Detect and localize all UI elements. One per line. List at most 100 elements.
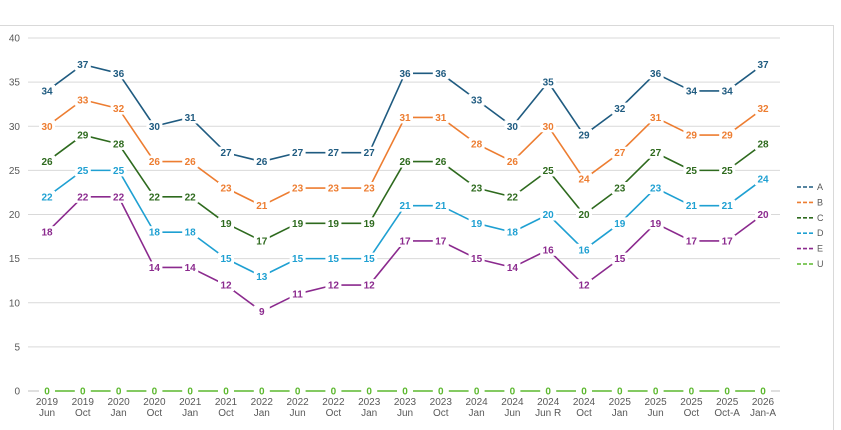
data-label-a: 37: [757, 60, 769, 71]
data-label-bg: [647, 111, 664, 124]
data-label-bg: [253, 270, 270, 283]
data-label-bg: [182, 190, 199, 203]
data-label-bg: [755, 58, 771, 71]
data-label-e: 12: [220, 281, 232, 292]
data-label-bg: [289, 182, 306, 195]
x-tick-label-period: Oct: [147, 408, 163, 419]
data-label-c: 27: [650, 148, 662, 159]
data-label-bg: [253, 155, 270, 168]
y-tick-label: 40: [9, 34, 21, 45]
data-label-a: 30: [149, 122, 161, 133]
x-tick-label-period: Jun: [648, 408, 664, 419]
data-label-d: 25: [113, 166, 125, 177]
data-label-d: 21: [686, 201, 698, 212]
data-label-bg: [432, 385, 449, 397]
x-tick-label-period: Oct: [684, 408, 700, 419]
x-tick-label-year: 2026: [752, 397, 775, 408]
data-label-b: 24: [578, 175, 590, 186]
data-label-bg: [218, 279, 234, 292]
data-label-d: 21: [435, 201, 447, 212]
data-label-bg: [504, 385, 521, 397]
data-label-a: 34: [686, 86, 698, 97]
data-label-d: 15: [328, 254, 340, 265]
data-label-bg: [110, 102, 127, 115]
data-label-bg: [397, 199, 413, 212]
data-label-e: 17: [399, 236, 411, 247]
data-label-bg: [74, 129, 91, 142]
data-label-d: 20: [543, 210, 555, 221]
data-label-a: 27: [292, 148, 304, 159]
data-label-bg: [576, 129, 592, 142]
data-labels: 34 37 36 30 31 27 26 27 27 27 36 36 33 30 35 29 32 36 34 34…: [39, 58, 771, 398]
data-label-bg: [432, 199, 449, 212]
data-label-bg: [218, 182, 234, 195]
data-label-d: 22: [41, 192, 53, 203]
data-label-d: 13: [256, 272, 268, 283]
data-label-u: 0: [438, 387, 444, 398]
data-label-bg: [146, 385, 163, 397]
x-tick-label-period: Jan: [254, 408, 270, 419]
data-label-bg: [432, 67, 449, 80]
y-tick-label: 30: [9, 122, 21, 133]
data-label-bg: [146, 120, 163, 133]
data-label-d: 21: [399, 201, 411, 212]
data-label-bg: [576, 208, 592, 221]
data-label-bg: [397, 111, 413, 124]
x-tick-label-year: 2020: [107, 397, 130, 408]
x-tick-label-year: 2021: [179, 397, 202, 408]
data-label-c: 22: [507, 192, 519, 203]
data-label-bg: [39, 84, 55, 97]
data-label-bg: [289, 146, 306, 159]
data-label-bg: [611, 385, 628, 397]
data-label-bg: [361, 182, 378, 195]
data-label-e: 12: [578, 281, 590, 292]
data-label-bg: [540, 208, 557, 221]
data-label-c: 25: [686, 166, 698, 177]
x-tick-label-year: 2019: [72, 397, 95, 408]
data-label-d: 24: [757, 175, 769, 186]
data-label-bg: [182, 261, 199, 274]
data-label-bg: [719, 164, 736, 177]
data-label-bg: [683, 164, 700, 177]
data-label-u: 0: [80, 387, 86, 398]
data-label-bg: [74, 164, 91, 177]
data-label-bg: [504, 226, 521, 239]
data-label-e: 14: [185, 263, 197, 274]
data-label-b: 32: [757, 104, 769, 115]
data-label-a: 36: [435, 69, 447, 80]
data-label-c: 25: [722, 166, 734, 177]
data-label-bg: [325, 252, 342, 265]
data-label-a: 30: [507, 122, 519, 133]
data-label-bg: [540, 243, 557, 256]
data-label-bg: [468, 252, 485, 265]
data-label-c: 29: [77, 131, 89, 142]
data-label-c: 19: [220, 219, 232, 230]
data-label-e: 11: [292, 289, 303, 300]
data-label-bg: [361, 217, 378, 230]
data-label-bg: [576, 385, 592, 397]
data-label-e: 12: [364, 281, 376, 292]
data-label-bg: [432, 155, 449, 168]
data-label-e: 22: [113, 192, 125, 203]
legend-label-u: U: [817, 259, 824, 269]
data-label-c: 19: [328, 219, 340, 230]
data-label-bg: [683, 199, 700, 212]
data-label-bg: [110, 137, 127, 150]
data-label-b: 33: [77, 95, 89, 106]
data-label-a: 27: [328, 148, 340, 159]
data-label-bg: [146, 155, 163, 168]
legend-label-c: C: [817, 213, 824, 223]
x-tick-label-year: 2023: [358, 397, 381, 408]
data-label-a: 34: [41, 86, 53, 97]
data-label-bg: [504, 190, 521, 203]
data-label-bg: [182, 385, 199, 397]
x-tick-label-period: Oct: [576, 408, 592, 419]
data-label-bg: [39, 155, 55, 168]
data-label-bg: [540, 385, 557, 397]
data-label-u: 0: [402, 387, 408, 398]
data-label-c: 22: [185, 192, 197, 203]
data-label-bg: [325, 182, 342, 195]
data-label-bg: [719, 129, 736, 142]
data-label-c: 19: [292, 219, 304, 230]
data-label-bg: [74, 385, 91, 397]
